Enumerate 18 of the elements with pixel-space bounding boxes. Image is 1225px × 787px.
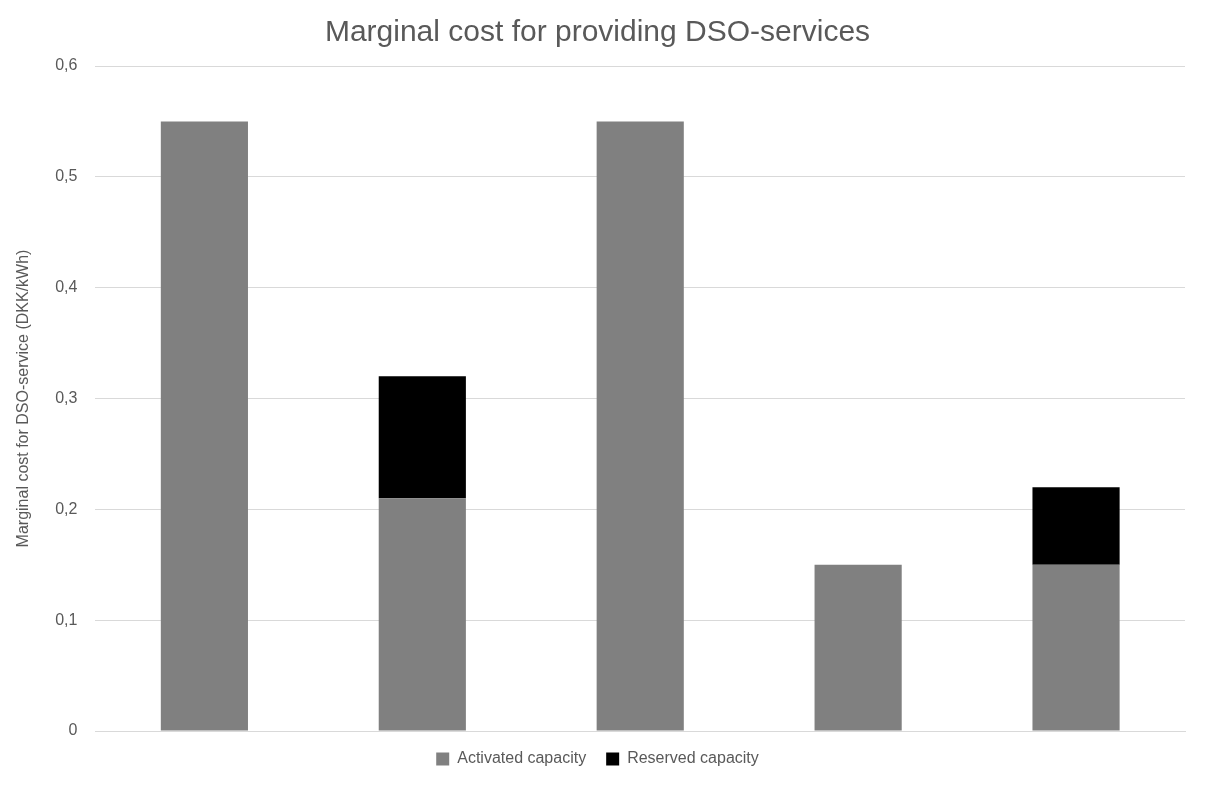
y-tick-label: 0,5 [55,167,78,185]
bar [378,376,466,499]
y-tick-label: 0,2 [55,499,78,517]
y-axis-title: Marginal cost for DSO-service (DKK/kWh) [14,249,32,548]
y-tick-label: 0,4 [55,278,78,296]
chart-title: Marginal cost for providing DSO-services [324,14,871,48]
bar [160,121,248,731]
y-tick-label: 0 [68,721,78,739]
bar [378,498,466,731]
legend-label: Activated capacity [457,749,587,767]
y-tick-label: 0,6 [55,56,78,74]
legend-label: Reserved capacity [627,749,759,767]
y-tick-label: 0,1 [55,610,78,628]
bar [814,564,902,731]
bar [596,121,684,731]
bar [1032,487,1120,565]
bar [1032,564,1120,731]
y-tick-label: 0,3 [55,388,78,406]
